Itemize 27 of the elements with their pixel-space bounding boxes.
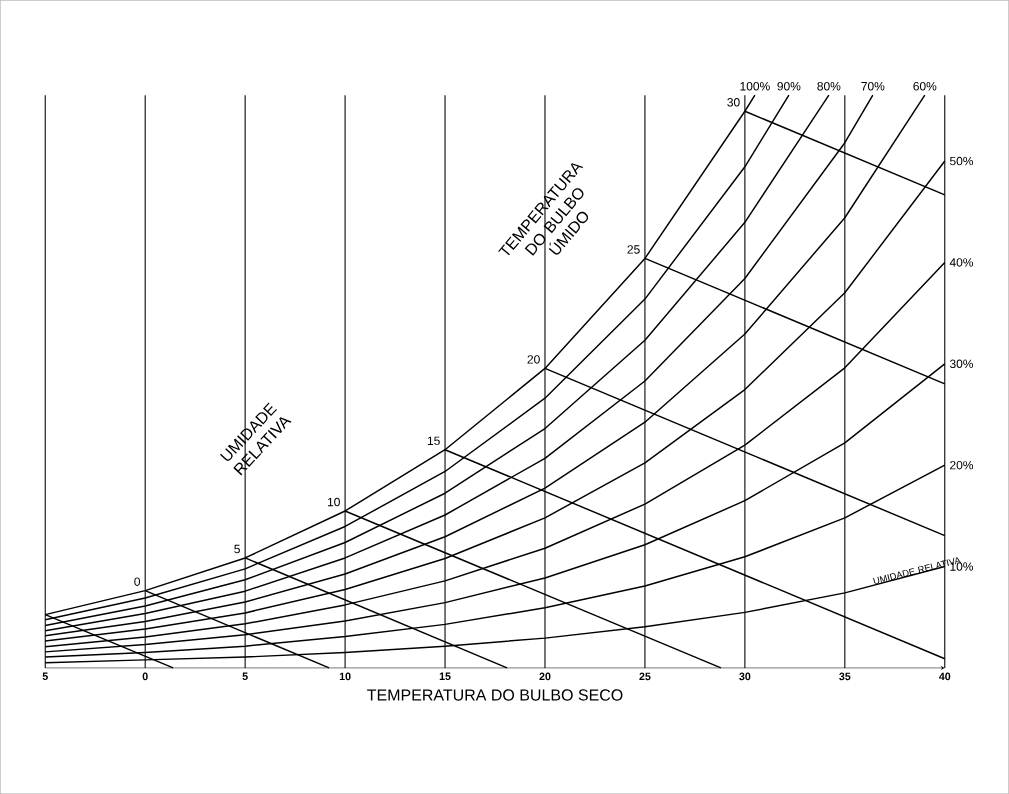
x-tick-label: 30 — [739, 672, 751, 681]
series-label: 60% — [913, 81, 937, 91]
x-tick-label: 20 — [539, 672, 551, 681]
series-label: 80% — [817, 81, 841, 91]
x-tick-label: 0 — [142, 672, 148, 681]
x-tick-label: 5 — [242, 672, 248, 681]
series-label: 5 — [234, 544, 240, 554]
series-label: 20 — [527, 355, 540, 364]
series-label: 100% — [740, 81, 770, 91]
series-label: 15 — [427, 436, 440, 445]
series-label: 90% — [777, 81, 801, 91]
series-label: 70% — [861, 81, 885, 91]
series-label: 30 — [727, 97, 740, 107]
x-tick-label: 40 — [939, 672, 951, 681]
series-label: 0 — [134, 577, 141, 586]
series-label: 10 — [327, 497, 340, 507]
x-tick-label: 35 — [839, 672, 851, 681]
series-label: 20% — [950, 460, 974, 470]
series-label: 25 — [627, 245, 640, 254]
series-label: 40% — [949, 258, 974, 267]
x-tick-label: 10 — [339, 672, 351, 681]
series-label: 30% — [949, 359, 974, 369]
x-axis-title: TEMPERATURA DO BULBO SECO — [367, 689, 623, 701]
series-label: 50% — [949, 156, 974, 166]
x-tick-label: 5 — [42, 672, 48, 681]
x-tick-label: 15 — [439, 672, 451, 681]
x-tick-label: 25 — [639, 672, 651, 681]
